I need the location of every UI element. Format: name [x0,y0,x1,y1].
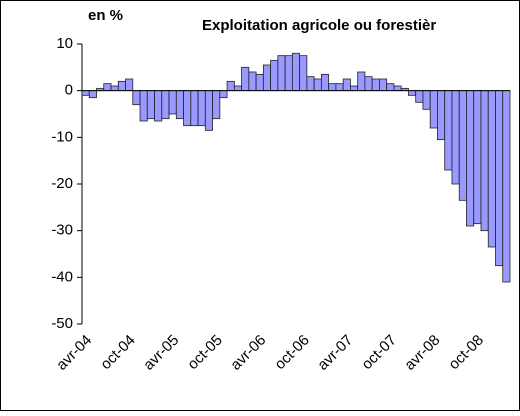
bar [255,73,264,92]
bar [204,90,213,131]
y-tick-label: 0 [65,82,73,99]
bar [117,80,126,92]
bar [480,90,489,232]
bar [379,78,388,92]
bar [284,55,293,92]
bar [487,90,496,248]
bar [154,90,163,122]
bar [168,90,177,115]
bar [371,78,380,92]
bar [270,59,279,92]
bar [132,90,141,106]
bar [175,90,184,120]
bar [219,90,228,99]
bar [422,90,431,110]
y-tick-label: 10 [56,35,73,52]
bar [386,83,395,92]
bar [451,90,460,185]
bar [364,76,373,92]
bar [320,73,330,92]
bar [277,55,286,92]
bar [110,85,119,92]
bar [429,90,438,129]
bar [161,90,170,120]
bar [146,90,155,120]
chart-title: Exploitation agricole ou forestièr [202,17,436,34]
bar [183,90,192,127]
bar [139,90,148,122]
bar [88,90,97,99]
y-tick-label: -10 [51,128,73,145]
bar [103,83,112,92]
bar [393,85,402,92]
bar [328,83,337,92]
bar [415,90,424,103]
bar [495,90,504,267]
bar [212,90,221,120]
bar [81,90,90,96]
y-tick-label: -20 [51,175,73,192]
bar [466,90,475,227]
bar [313,78,322,92]
bar [437,90,446,141]
bar [350,85,359,92]
y-tick-label: -40 [51,268,73,285]
bar [357,71,366,92]
bar [248,71,257,92]
bar [502,90,511,283]
y-axis-label: en % [88,7,123,24]
bar [408,90,417,96]
bar [473,90,482,225]
bar [458,90,467,201]
bar [291,52,301,92]
y-tick-label: -30 [51,222,73,239]
bar [444,90,453,171]
bar [197,90,206,127]
bar [241,66,250,92]
bar [226,80,235,92]
bar [335,83,344,92]
bar [306,76,315,92]
bar [233,85,242,92]
bar [262,64,272,92]
bar [125,78,134,92]
bar [299,55,308,92]
bar [190,90,199,127]
bar [342,78,351,92]
y-tick-label: -50 [51,315,73,332]
